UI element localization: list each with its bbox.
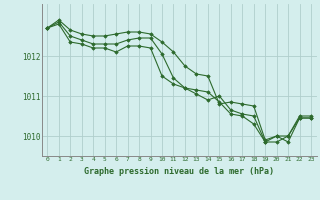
X-axis label: Graphe pression niveau de la mer (hPa): Graphe pression niveau de la mer (hPa) [84, 167, 274, 176]
